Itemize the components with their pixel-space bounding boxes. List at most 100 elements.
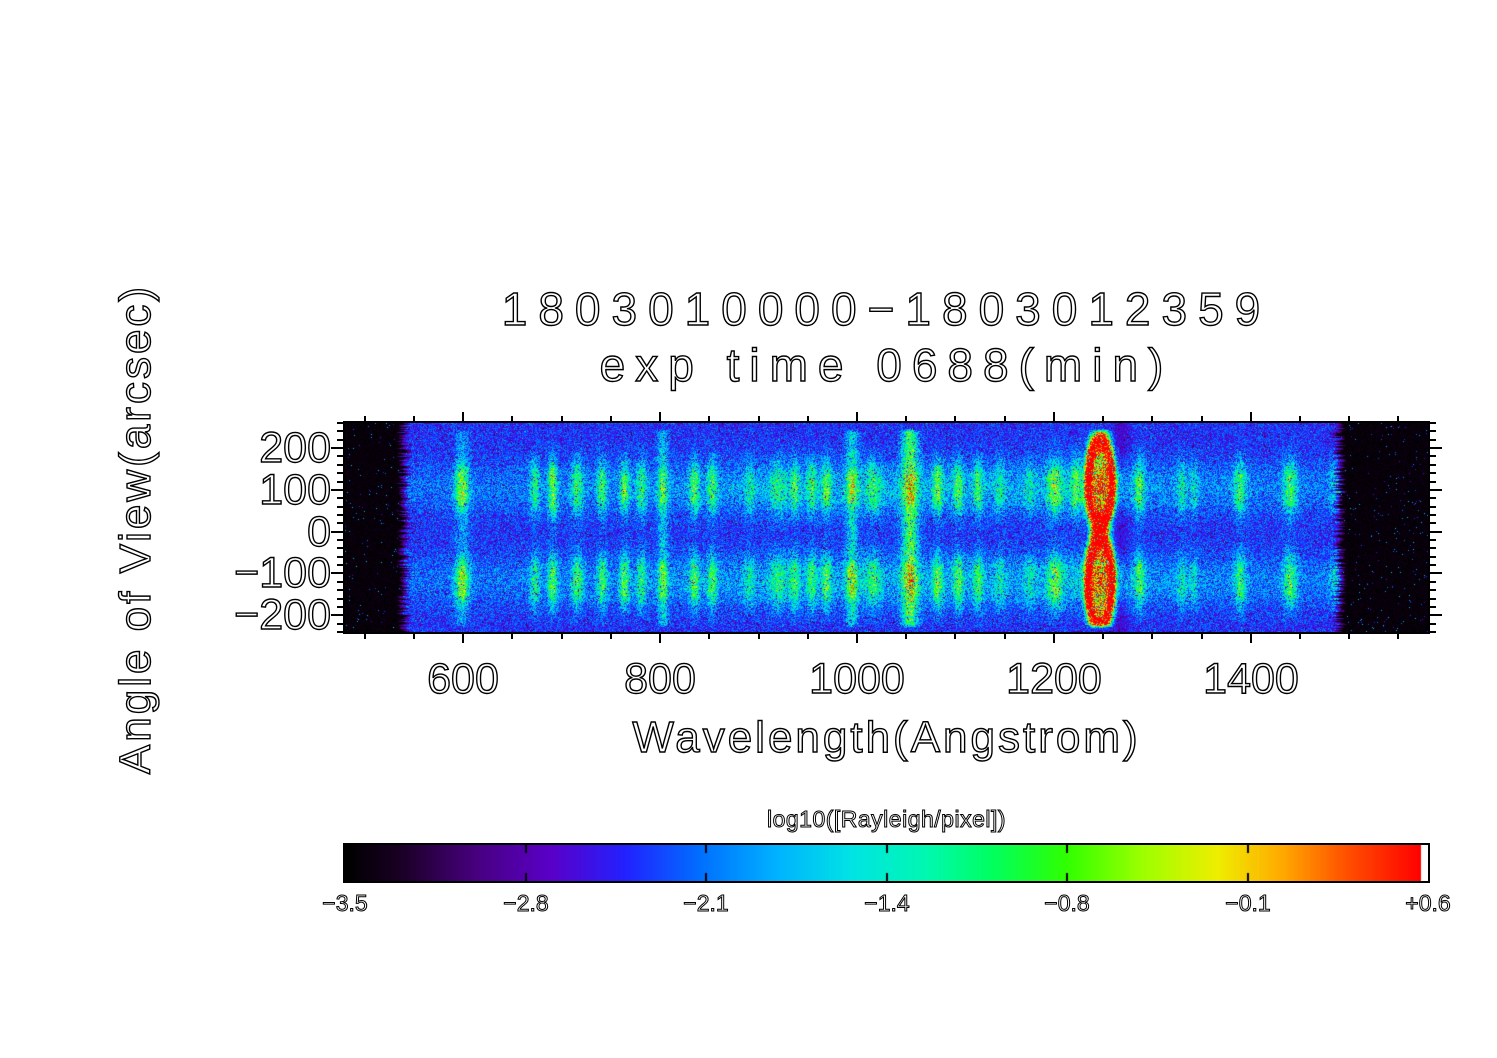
tick-mark: [1201, 634, 1203, 639]
tick-mark: [364, 416, 366, 421]
tick-mark: [1430, 606, 1436, 608]
tick-mark: [1430, 547, 1436, 549]
colorbar-tick-label: −1.4: [864, 890, 910, 917]
tick-mark: [1430, 539, 1436, 541]
tick-mark: [337, 564, 343, 566]
tick-mark: [331, 489, 343, 491]
tick-mark: [659, 634, 661, 643]
tick-mark: [561, 416, 563, 421]
tick-mark: [331, 614, 343, 616]
tick-mark: [1053, 634, 1055, 643]
tick-mark: [659, 412, 661, 421]
plot-title-line1: 1803010000−1803012359: [501, 282, 1272, 335]
tick-mark: [337, 430, 343, 432]
plot-frame: [343, 421, 1430, 634]
tick-mark: [1430, 497, 1436, 499]
tick-mark: [1004, 634, 1006, 639]
tick-mark: [1430, 631, 1436, 633]
tick-mark: [1348, 416, 1350, 421]
tick-mark: [1430, 623, 1436, 625]
y-tick-label: −100: [233, 549, 331, 597]
tick-mark: [1430, 581, 1436, 583]
tick-mark: [1348, 634, 1350, 639]
tick-mark: [1430, 430, 1436, 432]
x-tick-label: 1400: [1202, 655, 1299, 703]
colorbar-frame: [343, 843, 1430, 883]
tick-mark: [708, 634, 710, 639]
colorbar-title: log10([Rayleigh/pixel]): [766, 806, 1007, 833]
tick-mark: [954, 416, 956, 421]
tick-mark: [337, 481, 343, 483]
colorbar: [345, 845, 1428, 881]
tick-mark: [1102, 416, 1104, 421]
tick-mark: [462, 412, 464, 421]
tick-mark: [1430, 481, 1436, 483]
tick-mark: [337, 439, 343, 441]
tick-mark: [1250, 634, 1252, 643]
tick-mark: [337, 514, 343, 516]
colorbar-tick-label: +0.6: [1405, 890, 1451, 917]
tick-mark: [1430, 531, 1442, 533]
tick-mark: [1430, 522, 1436, 524]
tick-mark: [331, 447, 343, 449]
tick-mark: [337, 547, 343, 549]
y-tick-label: 200: [259, 424, 332, 472]
tick-mark: [413, 634, 415, 639]
tick-mark: [954, 634, 956, 639]
colorbar-tick-label: −0.1: [1225, 890, 1271, 917]
colorbar-tick-label: −2.8: [503, 890, 549, 917]
tick-mark: [337, 522, 343, 524]
tick-mark: [1430, 447, 1442, 449]
tick-mark: [1299, 634, 1301, 639]
tick-mark: [758, 416, 760, 421]
y-tick-label: 100: [259, 466, 332, 514]
tick-mark: [337, 472, 343, 474]
plot-title-line2: exp time 0688(min): [599, 338, 1174, 391]
tick-mark: [337, 598, 343, 600]
colorbar-tick-label: −3.5: [322, 890, 368, 917]
tick-mark: [337, 539, 343, 541]
x-tick-label: 1200: [1005, 655, 1102, 703]
tick-mark: [1430, 506, 1436, 508]
tick-mark: [337, 455, 343, 457]
tick-mark: [1250, 412, 1252, 421]
tick-mark: [610, 634, 612, 639]
x-tick-label: 600: [426, 655, 499, 703]
tick-mark: [1430, 455, 1436, 457]
tick-mark: [337, 506, 343, 508]
colorbar-tick-label: −0.8: [1044, 890, 1090, 917]
tick-mark: [1201, 416, 1203, 421]
tick-mark: [1430, 464, 1436, 466]
tick-mark: [758, 634, 760, 639]
tick-mark: [1430, 514, 1436, 516]
tick-mark: [1430, 556, 1436, 558]
tick-mark: [905, 416, 907, 421]
tick-mark: [905, 634, 907, 639]
tick-mark: [1004, 416, 1006, 421]
y-tick-label: 0: [306, 508, 331, 556]
tick-mark: [337, 623, 343, 625]
tick-mark: [1430, 489, 1442, 491]
tick-mark: [1430, 598, 1436, 600]
tick-mark: [856, 634, 858, 643]
tick-mark: [856, 412, 858, 421]
tick-mark: [337, 556, 343, 558]
tick-mark: [1430, 572, 1442, 574]
tick-mark: [1397, 634, 1399, 639]
tick-mark: [561, 634, 563, 639]
tick-mark: [1151, 634, 1153, 639]
tick-mark: [1430, 439, 1436, 441]
x-axis-label: Wavelength(Angstrom): [632, 712, 1141, 762]
tick-mark: [1299, 416, 1301, 421]
spectral-image-heatmap: [345, 423, 1428, 632]
tick-mark: [511, 634, 513, 639]
tick-mark: [708, 416, 710, 421]
tick-mark: [331, 531, 343, 533]
tick-mark: [337, 464, 343, 466]
tick-mark: [1102, 634, 1104, 639]
colorbar-tick-label: −2.1: [683, 890, 729, 917]
tick-mark: [337, 581, 343, 583]
y-tick-label: −200: [233, 591, 331, 639]
tick-mark: [337, 422, 343, 424]
tick-mark: [1430, 589, 1436, 591]
